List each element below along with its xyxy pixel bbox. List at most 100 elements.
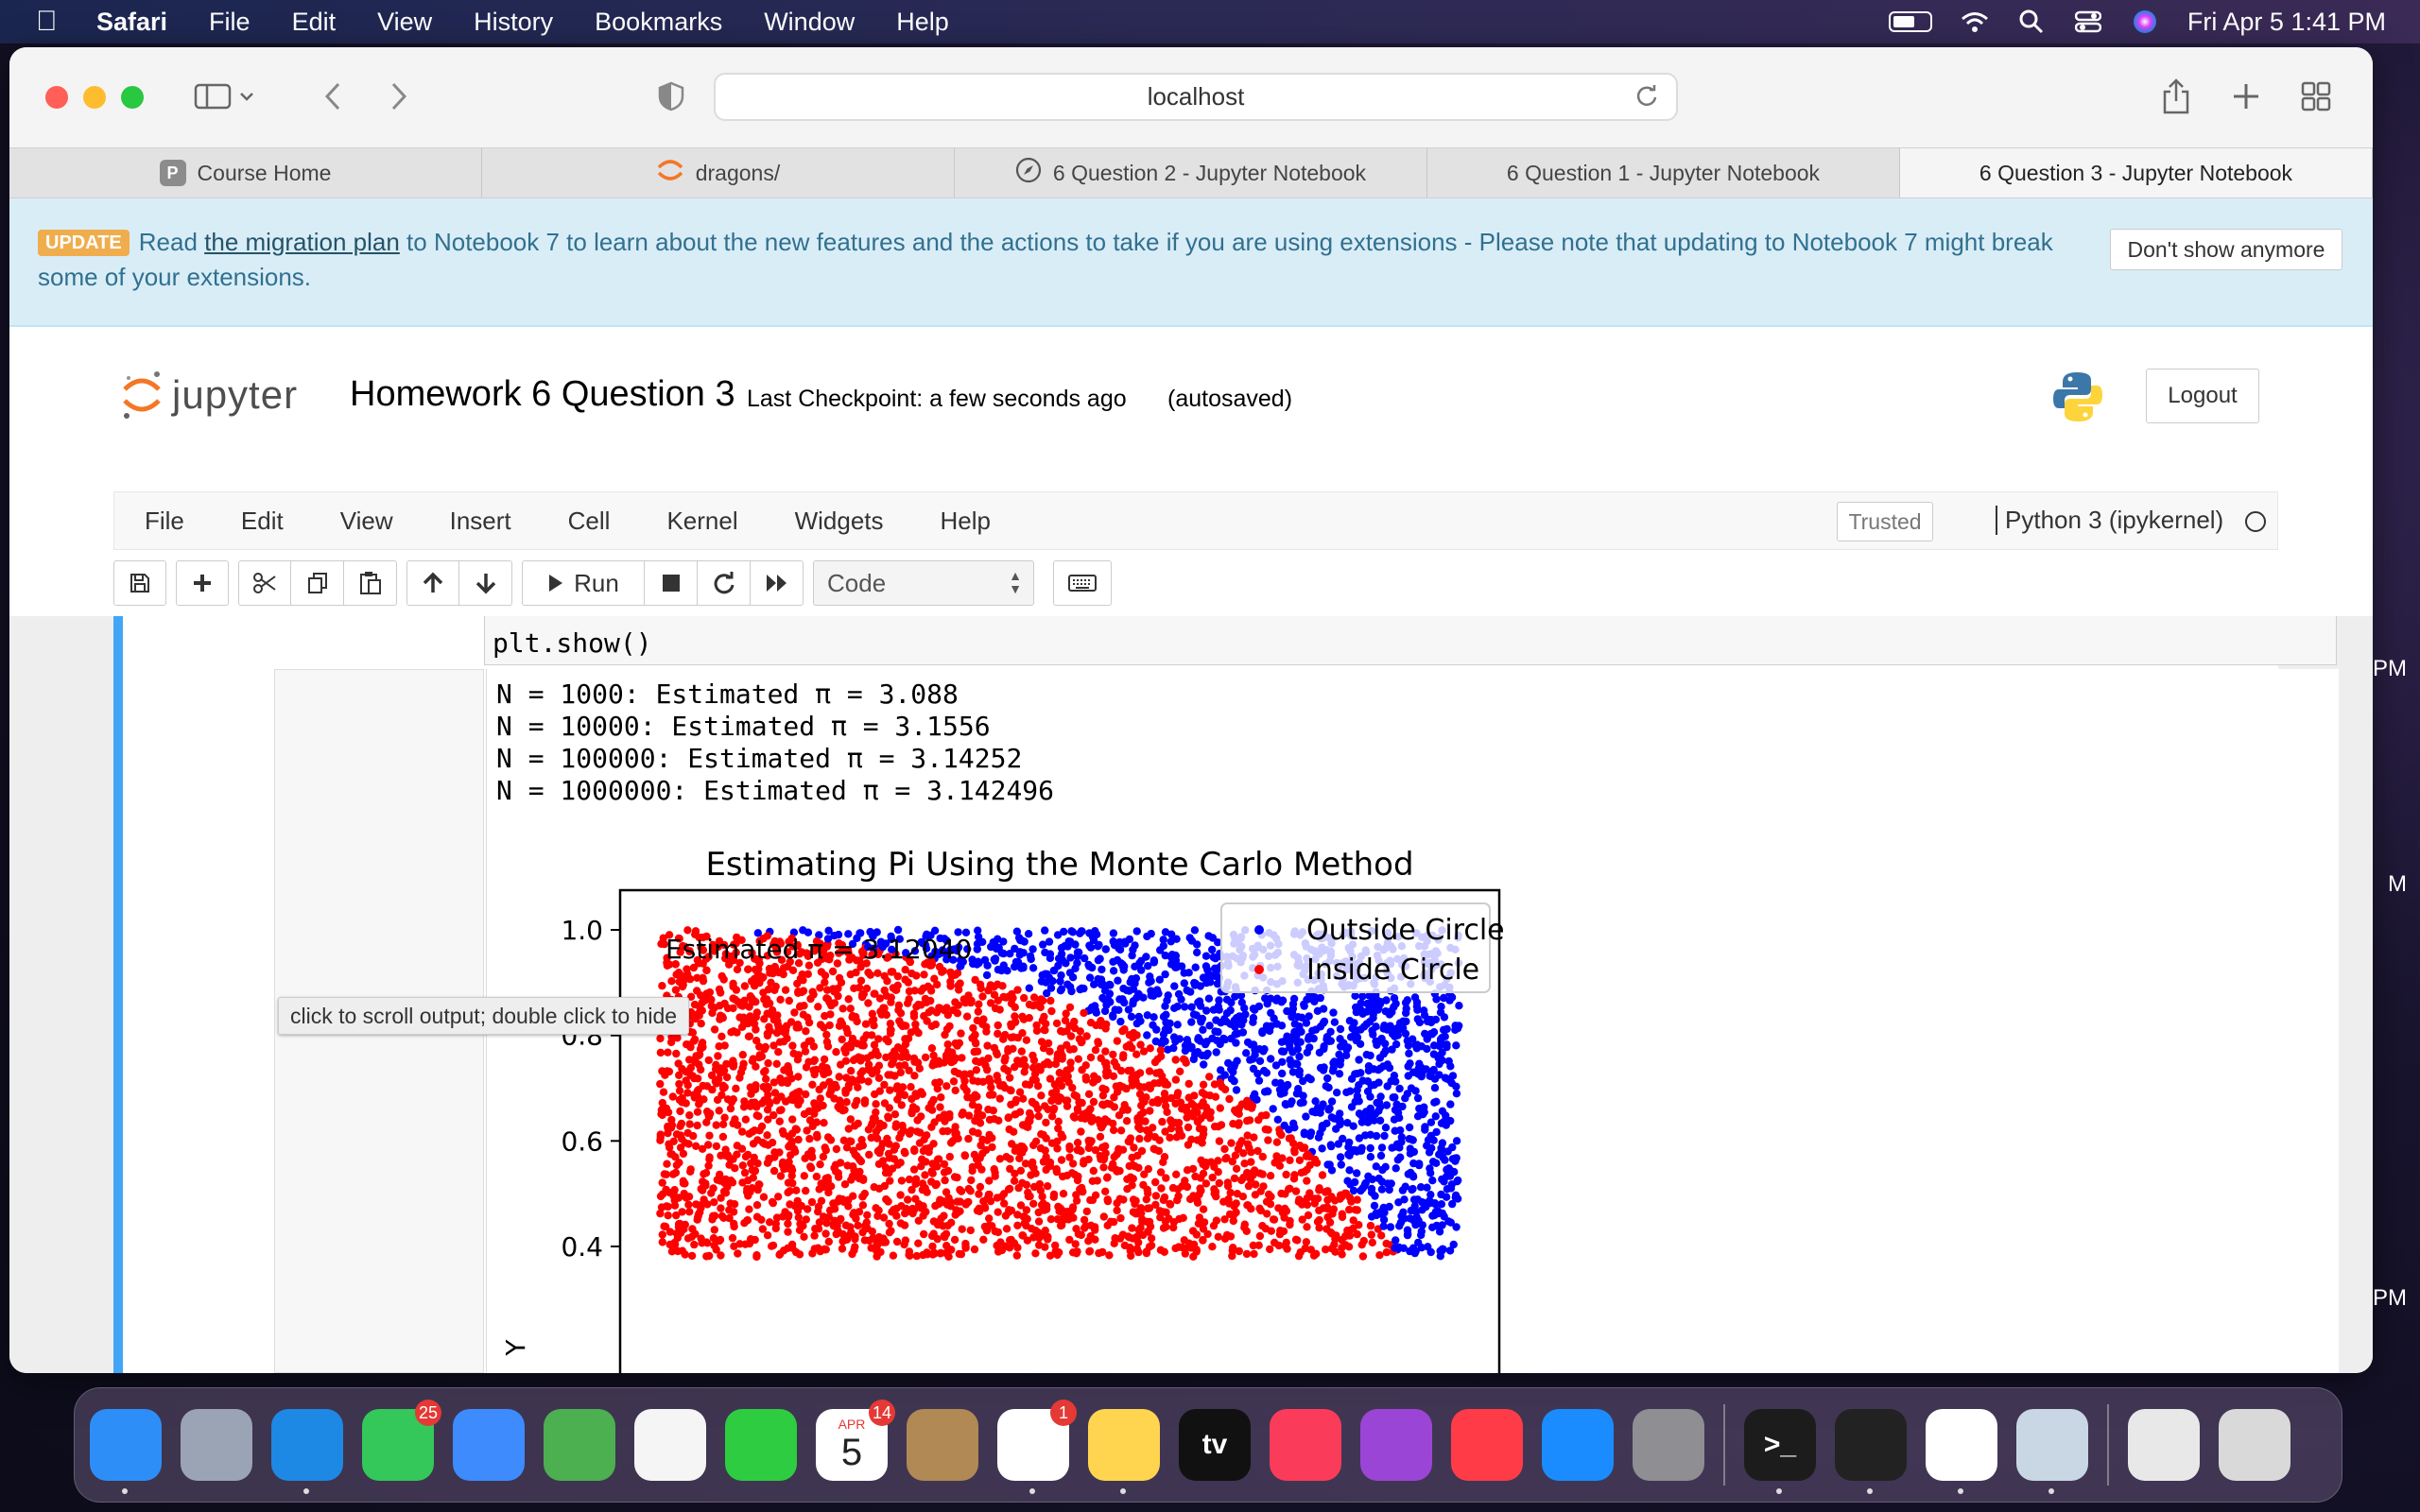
run-button[interactable]: Run [522,560,645,606]
tab-question-3[interactable]: 6 Question 3 - Jupyter Notebook [1900,148,2373,198]
cut-button[interactable] [238,560,291,606]
move-down-button[interactable] [459,560,512,606]
inside-circle-point [1073,1145,1081,1155]
inside-circle-point [1336,1194,1344,1203]
code-cell[interactable]: ▔▔▔ ▔ ▔▔ plt.show() N = 1000: Estimated … [113,616,2339,1373]
reminders-icon[interactable]: 1 [997,1400,1077,1494]
nb-menu-cell[interactable]: Cell [567,506,611,535]
messages-icon[interactable]: 25 [362,1400,441,1481]
tv-icon[interactable]: tv [1179,1409,1251,1481]
privacy-shield-icon[interactable] [652,76,690,117]
control-center-icon[interactable] [2074,8,2102,36]
safari-icon[interactable] [271,1409,343,1494]
inside-circle-point [702,1082,712,1091]
zoom-window-button[interactable] [121,86,144,109]
outside-circle-point [1227,1065,1236,1074]
nb-menu-view[interactable]: View [339,506,393,535]
tab-question-1[interactable]: 6 Question 1 - Jupyter Notebook [1427,148,1900,198]
tab-course-home[interactable]: P Course Home [9,148,482,198]
nb-menu-help[interactable]: Help [940,506,991,535]
address-bar[interactable]: localhost [714,73,1678,121]
maps-icon[interactable] [544,1409,615,1481]
settings-icon[interactable] [1633,1409,1704,1481]
migration-plan-link[interactable]: the migration plan [204,228,400,256]
spotlight-search-icon[interactable] [2017,8,2046,36]
battery-icon[interactable] [1888,11,1932,32]
inside-circle-point [847,1067,856,1075]
copy-button[interactable] [291,560,344,606]
menubar-window[interactable]: Window [764,7,856,36]
facetime-icon[interactable] [725,1409,797,1481]
cell-output[interactable]: N = 1000: Estimated π = 3.088 N = 10000: … [486,669,2339,1373]
inside-circle-point [942,1004,951,1012]
menubar-app-name[interactable]: Safari [96,7,168,36]
music-icon[interactable] [1270,1409,1341,1481]
forward-icon[interactable] [380,76,418,117]
trash-icon[interactable] [2219,1409,2290,1481]
menubar-edit[interactable]: Edit [291,7,337,36]
nb-menu-kernel[interactable]: Kernel [666,506,738,535]
back-icon[interactable] [314,76,352,117]
siri-icon[interactable] [2131,8,2159,36]
dont-show-anymore-button[interactable]: Don't show anymore [2110,229,2342,270]
menubar-bookmarks[interactable]: Bookmarks [595,7,723,36]
restart-kernel-button[interactable] [698,560,751,606]
menubar-clock[interactable]: Fri Apr 5 1:41 PM [2187,7,2386,36]
close-window-button[interactable] [45,86,68,109]
tab-dragons[interactable]: dragons/ [482,148,955,198]
launchpad-icon[interactable] [181,1409,252,1481]
news-icon[interactable] [1451,1409,1523,1481]
nb-menu-widgets[interactable]: Widgets [794,506,884,535]
outside-circle-point [1333,1089,1341,1097]
insert-cell-button[interactable] [176,560,229,606]
kernel-idle-icon [2245,511,2266,532]
kernel-name[interactable]: Python 3 (ipykernel) [1996,506,2223,535]
outside-circle-point [1159,1030,1168,1039]
trusted-indicator[interactable]: Trusted [1837,502,1933,541]
tab-overview-icon[interactable] [2297,76,2335,117]
podcasts-icon[interactable] [1360,1409,1432,1481]
nb-menu-insert[interactable]: Insert [449,506,511,535]
move-up-button[interactable] [406,560,459,606]
menubar-history[interactable]: History [474,7,554,36]
code-input-area[interactable]: ▔▔▔ ▔ ▔▔ plt.show() [484,616,2337,665]
preview-icon[interactable] [2016,1409,2088,1494]
photos-icon[interactable] [634,1409,706,1481]
notebook-container[interactable]: ▔▔▔ ▔ ▔▔ plt.show() N = 1000: Estimated … [9,616,2373,1373]
share-icon[interactable] [2157,76,2195,117]
terminal-icon[interactable]: >_ [1744,1409,1816,1494]
interrupt-kernel-button[interactable] [645,560,698,606]
vscode-icon[interactable] [1926,1409,1997,1494]
mail-icon[interactable] [453,1409,525,1481]
nb-menu-file[interactable]: File [145,506,184,535]
new-tab-icon[interactable] [2227,76,2265,117]
notebook-title[interactable]: Homework 6 Question 3 [350,374,735,414]
notes-icon[interactable] [1088,1409,1160,1494]
reload-icon[interactable] [1634,84,1659,115]
keyboard-icon [1068,575,1097,592]
tab-question-2[interactable]: 6 Question 2 - Jupyter Notebook [955,148,1427,198]
finder-icon[interactable] [90,1409,162,1494]
contacts-icon[interactable] [907,1409,978,1481]
calendar-icon[interactable]: APR 5 14 [816,1400,895,1481]
activity-monitor-icon[interactable] [1835,1409,1907,1494]
wifi-icon[interactable] [1961,8,1989,36]
menubar-file[interactable]: File [209,7,251,36]
jupyter-logo[interactable]: jupyter [121,369,298,421]
restart-run-all-button[interactable] [751,560,804,606]
appstore-icon[interactable] [1542,1409,1614,1481]
menubar-help[interactable]: Help [896,7,949,36]
inside-circle-point [842,1098,851,1107]
nb-menu-edit[interactable]: Edit [240,506,284,535]
logout-button[interactable]: Logout [2146,369,2259,423]
cell-type-select[interactable]: Code ▲ ▼ [813,560,1034,606]
menubar-view[interactable]: View [377,7,433,36]
save-button[interactable] [113,560,166,606]
minimize-window-button[interactable] [83,86,106,109]
inside-circle-point [717,1012,727,1022]
sidebar-toggle-icon[interactable] [189,76,265,117]
command-palette-button[interactable] [1053,560,1112,606]
paste-button[interactable] [344,560,397,606]
documents-folder-icon[interactable] [2128,1409,2200,1481]
apple-menu-icon[interactable]:  [36,6,64,38]
